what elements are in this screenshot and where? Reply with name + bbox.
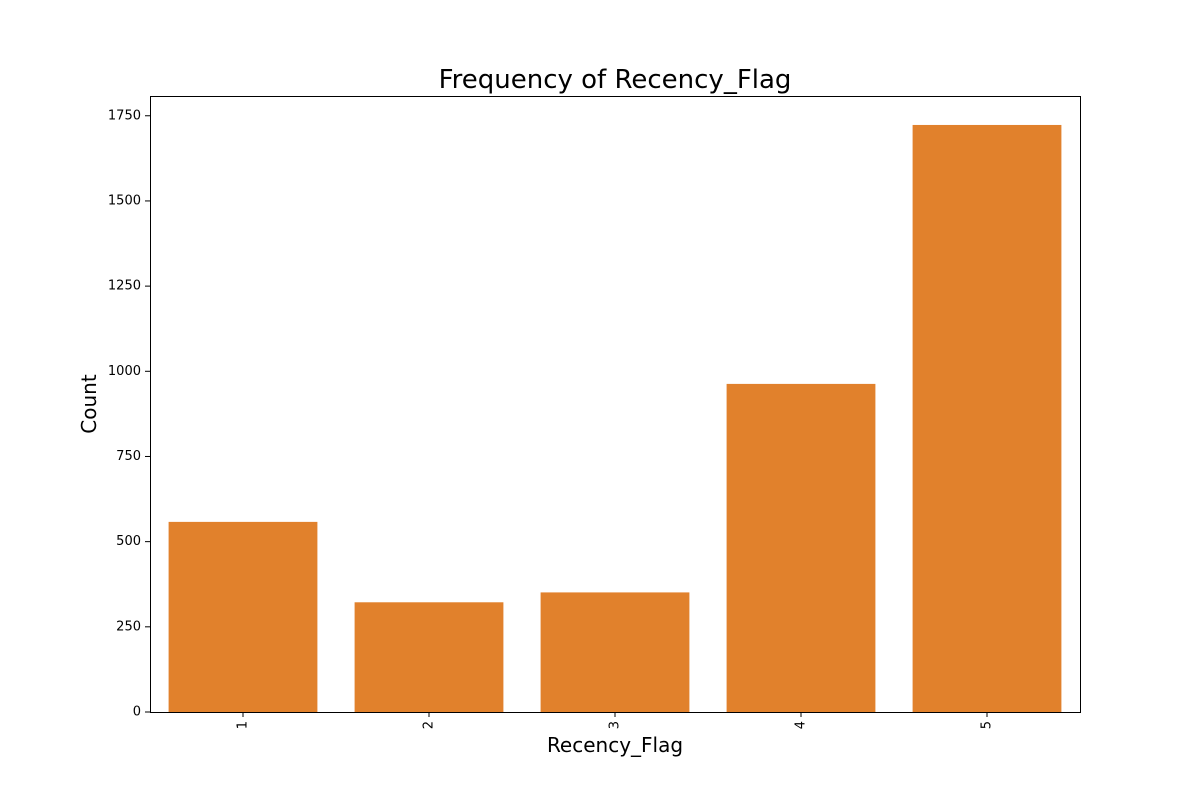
bar-2 <box>354 602 504 712</box>
y-axis: 0 250 500 750 1000 1250 1500 1750 <box>108 108 150 720</box>
y-tick-label: 1750 <box>108 108 141 123</box>
chart-title: Frequency of Recency_Flag <box>439 65 792 95</box>
y-tick-label: 1500 <box>108 193 141 208</box>
x-tick-label: 4 <box>794 721 809 729</box>
plot-frame <box>150 96 1081 713</box>
x-axis: 1 2 3 4 5 <box>236 712 995 729</box>
bars-group <box>168 124 1062 712</box>
y-tick-label: 500 <box>116 534 141 549</box>
y-tick-label: 250 <box>116 619 141 634</box>
y-tick-label: 1250 <box>108 279 141 294</box>
y-axis-label: Count <box>77 374 101 434</box>
x-tick-label: 5 <box>980 721 995 729</box>
x-axis-label: Recency_Flag <box>547 733 683 757</box>
x-tick-label: 3 <box>608 721 623 729</box>
x-tick-label: 1 <box>236 721 251 729</box>
bar-3 <box>540 592 690 712</box>
x-tick-label: 2 <box>422 721 437 729</box>
y-tick-label: 0 <box>133 705 141 720</box>
bar-4 <box>726 383 876 712</box>
bar-1 <box>168 521 318 712</box>
y-tick-label: 750 <box>116 449 141 464</box>
bar-5 <box>912 124 1062 712</box>
y-tick-label: 1000 <box>108 364 141 379</box>
